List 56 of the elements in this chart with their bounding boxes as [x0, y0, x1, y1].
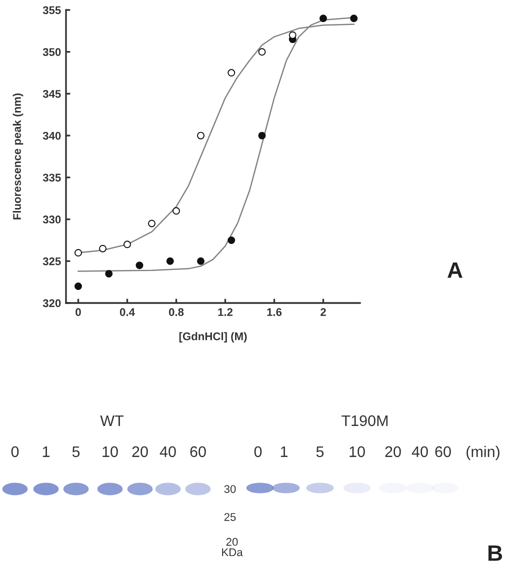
point	[124, 240, 131, 248]
text: 20	[132, 446, 148, 458]
text: 30	[224, 485, 236, 493]
y-tick-label: 330	[42, 216, 61, 224]
text: 60	[435, 446, 451, 458]
y-tick-label: 345	[42, 90, 61, 98]
point	[228, 69, 236, 77]
point	[350, 14, 358, 22]
text: 1	[280, 446, 288, 457]
x-tick-label: 2	[320, 308, 326, 316]
point	[74, 249, 82, 257]
x-tick-label: 0.4	[120, 308, 135, 316]
y-tick-label: 355	[42, 6, 61, 14]
point	[288, 31, 296, 39]
text: WT	[100, 415, 124, 426]
point	[258, 132, 266, 140]
y-axis-title: Fluorescence peak (nm)	[12, 93, 24, 220]
text: (min)	[466, 446, 500, 460]
x-tick-label: 1.2	[218, 308, 233, 316]
point	[99, 244, 106, 252]
text: 0	[11, 446, 19, 458]
point	[136, 262, 144, 270]
point	[197, 132, 204, 140]
y-tick-label: 320	[42, 299, 61, 308]
text: 20 KDa	[222, 538, 243, 556]
point	[166, 257, 174, 265]
x-tick-label: 0.8	[168, 308, 184, 316]
text: 20	[385, 446, 401, 458]
text: 1	[42, 446, 50, 457]
text: 10	[102, 446, 118, 458]
text: 10	[350, 446, 365, 458]
point	[320, 14, 327, 22]
point	[148, 220, 156, 228]
text: 40	[160, 446, 176, 458]
point	[228, 236, 236, 244]
text: A	[448, 262, 462, 278]
text: 25	[224, 513, 236, 521]
text: 40	[412, 446, 428, 458]
point	[74, 282, 82, 290]
text: 5	[316, 446, 324, 458]
y-tick-label: 335	[42, 174, 61, 182]
text: B	[488, 545, 502, 561]
point	[258, 48, 266, 56]
text: 60	[190, 446, 206, 458]
text: T190M	[342, 415, 388, 426]
x-tick-label: 0	[76, 308, 81, 316]
y-tick-label: 350	[42, 48, 61, 56]
text: 5	[72, 446, 80, 458]
text: 0	[254, 446, 262, 458]
point	[197, 257, 204, 265]
x-tick-label: 1.6	[267, 308, 282, 316]
x-axis-title: [GdnHCl] (M)	[179, 332, 247, 342]
y-tick-label: 325	[42, 257, 61, 266]
point	[105, 270, 113, 278]
y-tick-label: 340	[42, 132, 61, 140]
point	[172, 207, 180, 215]
